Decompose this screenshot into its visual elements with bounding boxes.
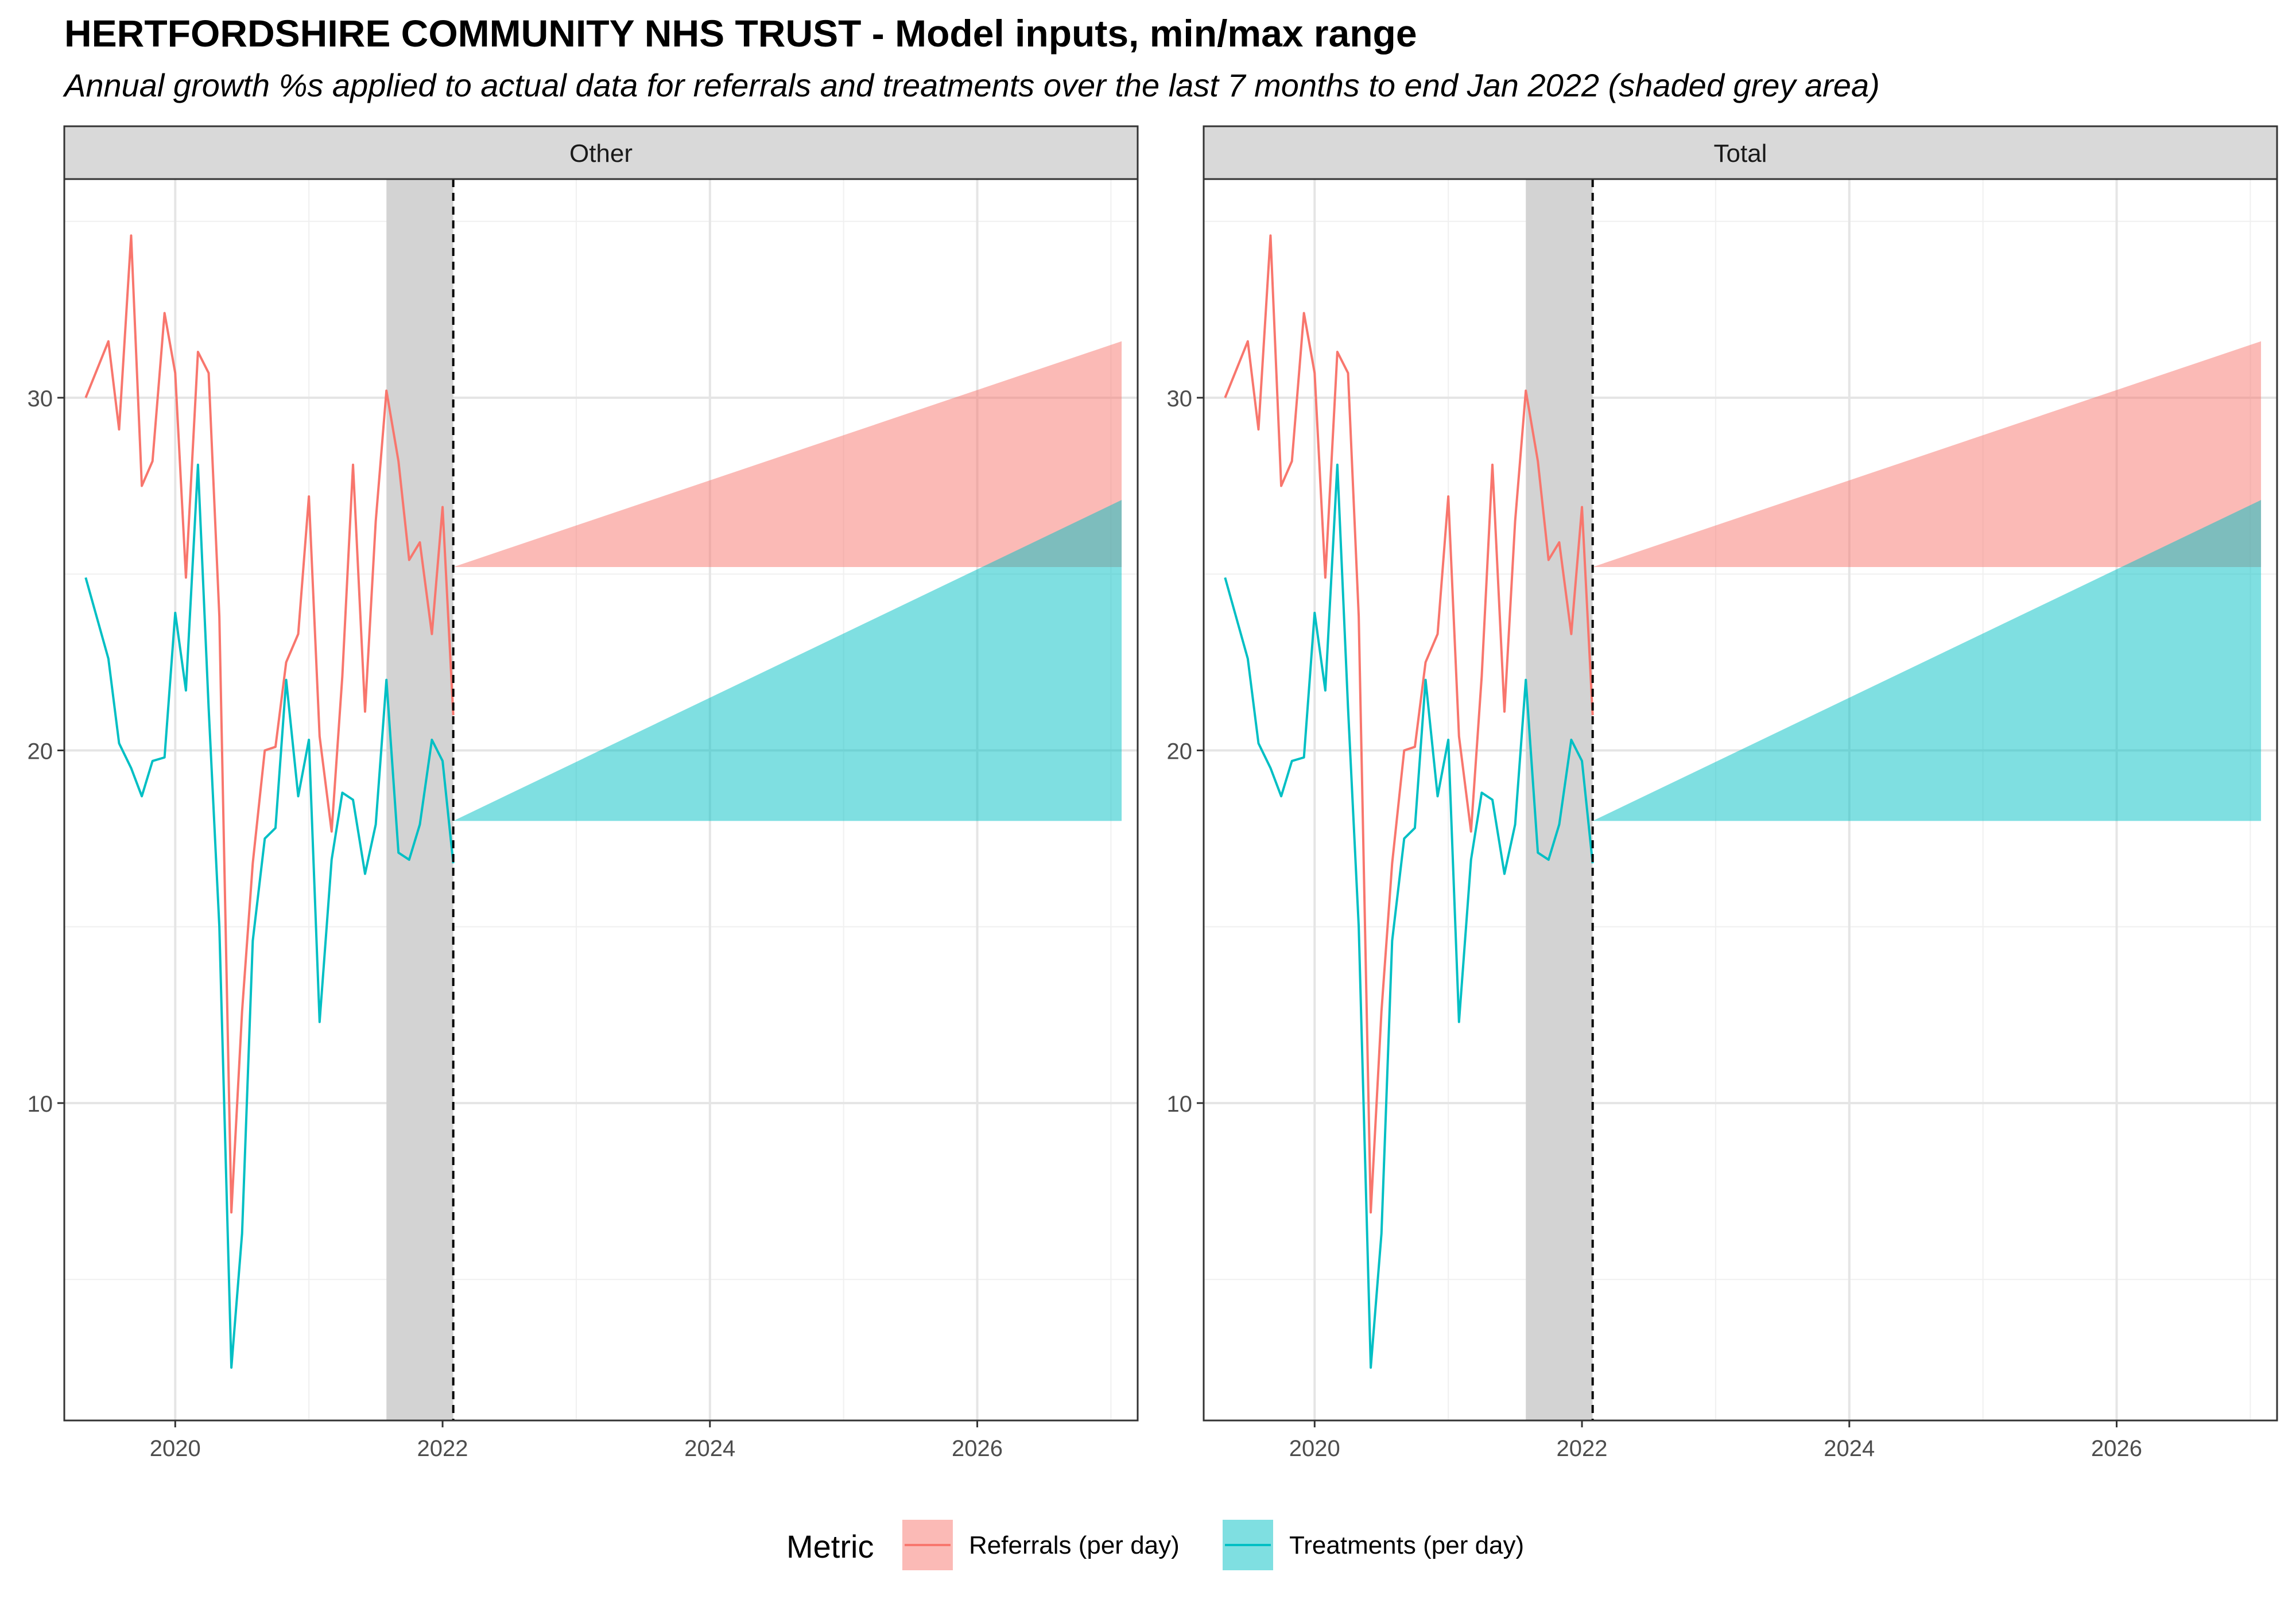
panel-total: Total 10 20 30 2020 2022 2024 2026: [1167, 125, 2278, 1461]
range-ribbon-treatments: [1592, 500, 2262, 821]
chart-subtitle: Annual growth %s applied to actual data …: [64, 67, 1880, 103]
x-tick-label: 2024: [684, 1436, 735, 1461]
panel-other: Other 10 20 30 2020 2022 2024 2026: [28, 125, 1139, 1461]
legend-title: Metric: [786, 1528, 874, 1565]
x-tick-label: 2024: [1824, 1436, 1875, 1461]
facet-strip: [1203, 125, 2278, 180]
legend: Metric Referrals (per day) Treatments (per…: [786, 1520, 1524, 1570]
legend-label: Treatments (per day): [1289, 1531, 1524, 1559]
facet-strip-label: Total: [1714, 139, 1767, 168]
y-tick-label: 30: [1167, 386, 1193, 412]
x-tick-label: 2022: [417, 1436, 468, 1461]
x-tick-label: 2022: [1557, 1436, 1608, 1461]
legend-key-referrals: [902, 1520, 953, 1570]
panel-border: [63, 178, 1139, 1422]
y-tick-label: 10: [1167, 1092, 1193, 1117]
shaded-period: [386, 179, 453, 1420]
series-line-treatments: [84, 463, 455, 1369]
series-line-referrals: [84, 234, 455, 1214]
x-tick-label: 2026: [2091, 1436, 2142, 1461]
range-ribbon-treatments: [453, 500, 1122, 821]
series-line-referrals: [1224, 234, 1594, 1214]
facet-strip-label: Other: [569, 139, 633, 168]
legend-key-treatments: [1223, 1520, 1273, 1570]
y-tick-label: 20: [28, 739, 53, 764]
y-tick-label: 10: [28, 1092, 53, 1117]
series-line-treatments: [1224, 463, 1594, 1369]
range-ribbon-referrals: [1592, 341, 2262, 567]
panel-border: [1203, 178, 2278, 1422]
shaded-period: [1526, 179, 1593, 1420]
range-ribbon-referrals: [453, 341, 1122, 567]
x-tick-label: 2020: [150, 1436, 201, 1461]
chart-title: HERTFORDSHIRE COMMUNITY NHS TRUST - Mode…: [64, 12, 1417, 55]
y-tick-label: 30: [28, 386, 53, 412]
y-tick-label: 20: [1167, 739, 1193, 764]
legend-label: Referrals (per day): [969, 1531, 1180, 1559]
x-tick-label: 2020: [1289, 1436, 1340, 1461]
x-tick-label: 2026: [952, 1436, 1003, 1461]
